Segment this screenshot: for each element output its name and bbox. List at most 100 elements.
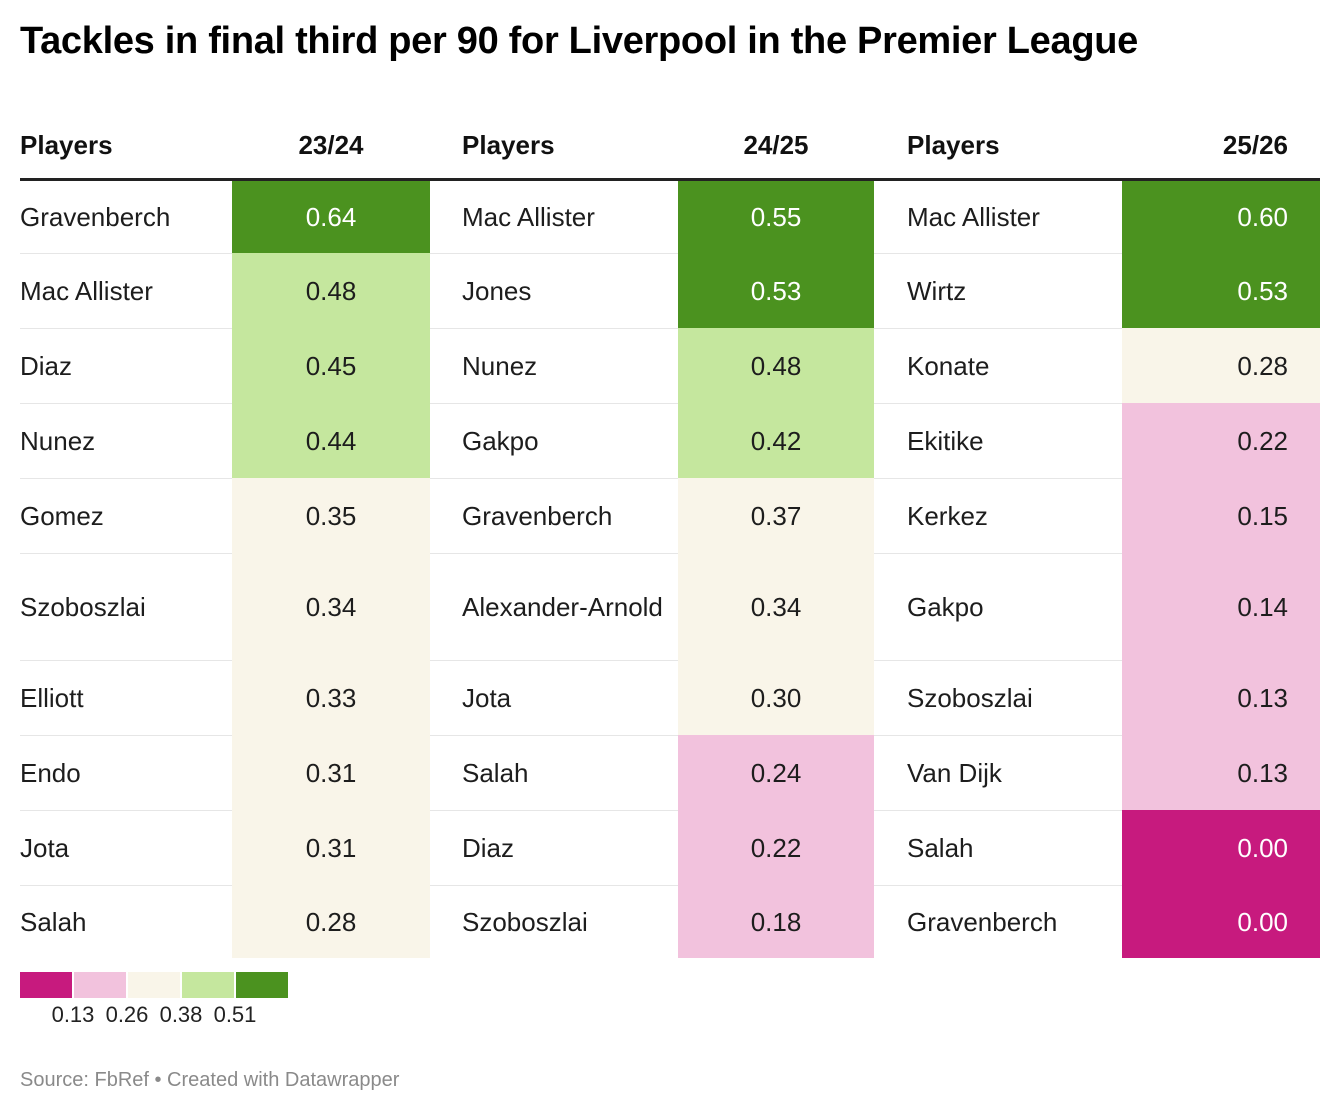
value-cell: 0.28 [232, 885, 430, 958]
column-gap [874, 478, 907, 554]
table-row: Gomez 0.35 Gravenberch 0.37 Kerkez 0.15 [20, 478, 1320, 554]
table-row: Salah 0.28 Szoboszlai 0.18 Gravenberch 0.00 [20, 885, 1320, 958]
value-cell: 0.22 [1122, 403, 1320, 479]
player-name-cell: Jones [462, 253, 678, 329]
table-row: Endo 0.31 Salah 0.24 Van Dijk 0.13 [20, 735, 1320, 811]
column-gap [874, 660, 907, 736]
value-cell: 0.15 [1122, 478, 1320, 554]
player-name-cell: Szoboszlai [907, 660, 1122, 736]
value-cell: 0.35 [232, 478, 430, 554]
player-name-cell: Endo [20, 735, 232, 811]
player-name-cell: Nunez [462, 328, 678, 404]
value-cell: 0.30 [678, 660, 874, 736]
player-name-cell: Szoboszlai [20, 553, 232, 661]
value-cell: 0.48 [232, 253, 430, 329]
value-cell: 0.13 [1122, 735, 1320, 811]
player-name-cell: Szoboszlai [462, 885, 678, 958]
column-gap [430, 810, 462, 886]
column-gap [874, 810, 907, 886]
player-name-cell: Jota [462, 660, 678, 736]
value-cell: 0.00 [1122, 885, 1320, 958]
player-name-cell: Alexander-Arnold [462, 553, 678, 661]
column-gap [430, 660, 462, 736]
player-name-cell: Diaz [462, 810, 678, 886]
value-cell: 0.45 [232, 328, 430, 404]
legend-swatch [182, 972, 234, 998]
stats-table: Players 23/24 Players 24/25 Players 25/2… [20, 112, 1320, 958]
value-cell: 0.24 [678, 735, 874, 811]
value-cell: 0.31 [232, 735, 430, 811]
header-season-24-25[interactable]: 24/25 [678, 112, 874, 181]
column-gap [874, 735, 907, 811]
value-cell: 0.53 [678, 253, 874, 329]
column-gap [430, 253, 462, 329]
column-gap [430, 403, 462, 479]
player-name-cell: Jota [20, 810, 232, 886]
legend-label: 0.38 [159, 1002, 203, 1027]
player-name-cell: Gravenberch [462, 478, 678, 554]
column-gap [430, 553, 462, 661]
value-cell: 0.31 [232, 810, 430, 886]
table-row: Gravenberch 0.64 Mac Allister 0.55 Mac Allis… [20, 179, 1320, 254]
player-name-cell: Gomez [20, 478, 232, 554]
column-gap [430, 478, 462, 554]
player-name-cell: Salah [20, 885, 232, 958]
value-cell: 0.28 [1122, 328, 1320, 404]
legend-swatch [128, 972, 180, 998]
table-row: Elliott 0.33 Jota 0.30 Szoboszlai 0.13 [20, 660, 1320, 736]
column-gap [874, 253, 907, 329]
table-row: Mac Allister 0.48 Jones 0.53 Wirtz 0.53 [20, 253, 1320, 329]
value-cell: 0.48 [678, 328, 874, 404]
legend-label: 0.13 [51, 1002, 95, 1027]
column-gap [430, 885, 462, 958]
value-cell: 0.00 [1122, 810, 1320, 886]
column-gap [874, 180, 907, 254]
header-season-25-26[interactable]: 25/26 [1122, 112, 1320, 181]
player-name-cell: Van Dijk [907, 735, 1122, 811]
legend-swatch [20, 972, 72, 998]
value-cell: 0.22 [678, 810, 874, 886]
column-gap [874, 403, 907, 479]
header-players-3[interactable]: Players [907, 112, 1122, 181]
value-cell: 0.55 [678, 179, 874, 254]
player-name-cell: Salah [462, 735, 678, 811]
value-cell: 0.42 [678, 403, 874, 479]
table-row: Szoboszlai 0.34 Alexander-Arnold 0.34 Gakpo 0… [20, 553, 1320, 661]
column-gap [874, 885, 907, 958]
column-gap [430, 328, 462, 404]
value-cell: 0.18 [678, 885, 874, 958]
player-name-cell: Gakpo [462, 403, 678, 479]
source-note: Source: FbRef • Created with Datawrapper [20, 1069, 400, 1091]
player-name-cell: Elliott [20, 660, 232, 736]
player-name-cell: Wirtz [907, 253, 1122, 329]
value-cell: 0.13 [1122, 660, 1320, 736]
player-name-cell: Diaz [20, 328, 232, 404]
header-players-2[interactable]: Players [462, 112, 678, 181]
player-name-cell: Ekitike [907, 403, 1122, 479]
player-name-cell: Gravenberch [20, 202, 171, 232]
player-name-cell: Konate [907, 328, 1122, 404]
player-name-cell: Kerkez [907, 478, 1122, 554]
legend-swatch [74, 972, 126, 998]
legend-label: 0.26 [105, 1002, 149, 1027]
legend-label: 0.51 [213, 1002, 257, 1027]
value-cell: 0.37 [678, 478, 874, 554]
value-cell: 0.14 [1122, 553, 1320, 661]
value-cell: 0.33 [232, 660, 430, 736]
value-cell: 0.44 [232, 403, 430, 479]
header-season-23-24[interactable]: 23/24 [232, 112, 430, 181]
value-cell: 0.34 [232, 553, 430, 661]
header-players-1[interactable]: Players [20, 112, 232, 181]
player-name-cell: Nunez [20, 403, 232, 479]
table-row: Jota 0.31 Diaz 0.22 Salah 0.00 [20, 810, 1320, 886]
value-cell: 0.53 [1122, 253, 1320, 329]
value-cell: 0.64 [232, 179, 430, 254]
value-cell: 0.60 [1122, 179, 1320, 254]
player-name-cell: Salah [907, 810, 1122, 886]
player-name-cell: Gakpo [907, 553, 1122, 661]
player-name-cell: Gravenberch [907, 885, 1122, 958]
header-gap [874, 112, 907, 181]
table-row: Diaz 0.45 Nunez 0.48 Konate 0.28 [20, 328, 1320, 404]
column-gap [874, 328, 907, 404]
column-gap [430, 180, 462, 254]
